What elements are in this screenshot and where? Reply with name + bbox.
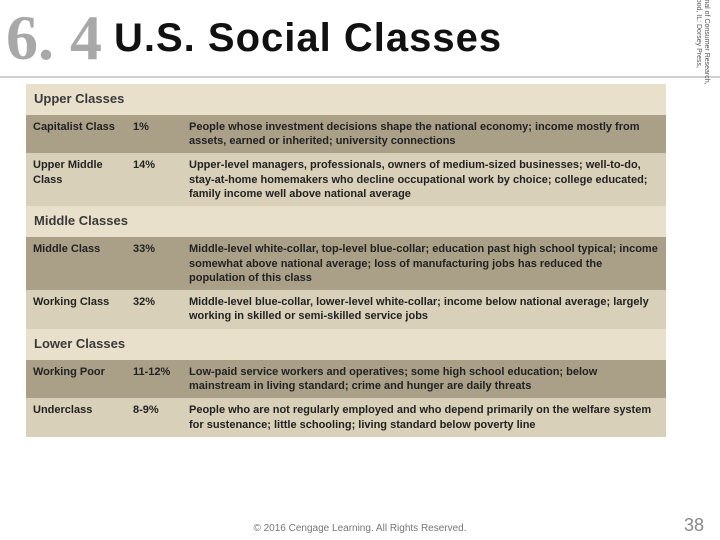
section-label: Lower Classes	[26, 329, 666, 360]
class-desc: Low-paid service workers and operatives;…	[182, 360, 666, 399]
class-desc: Middle-level blue-collar, lower-level wh…	[182, 290, 666, 329]
table-container: Upper Classes Capitalist Class 1% People…	[26, 84, 666, 437]
slide-title: U.S. Social Classes	[114, 16, 502, 61]
row-working: Working Class 32% Middle-level blue-coll…	[26, 290, 666, 329]
class-pct: 8-9%	[126, 398, 182, 437]
class-name: Working Class	[26, 290, 126, 329]
class-pct: 33%	[126, 237, 182, 290]
social-classes-table: Upper Classes Capitalist Class 1% People…	[26, 84, 666, 437]
source-citation: SOURCE: Adapted from Richard P. Coleman,…	[694, 0, 710, 88]
class-name: Underclass	[26, 398, 126, 437]
class-desc: Middle-level white-collar, top-level blu…	[182, 237, 666, 290]
section-label: Upper Classes	[26, 84, 666, 115]
class-name: Capitalist Class	[26, 115, 126, 154]
slide-header: 6. 4 U.S. Social Classes	[0, 0, 720, 78]
class-pct: 1%	[126, 115, 182, 154]
class-pct: 11-12%	[126, 360, 182, 399]
row-capitalist: Capitalist Class 1% People whose investm…	[26, 115, 666, 154]
class-desc: Upper-level managers, professionals, own…	[182, 153, 666, 206]
class-name: Middle Class	[26, 237, 126, 290]
class-pct: 32%	[126, 290, 182, 329]
class-name: Working Poor	[26, 360, 126, 399]
row-middle: Middle Class 33% Middle-level white-coll…	[26, 237, 666, 290]
chapter-number: 6. 4	[0, 6, 114, 70]
class-pct: 14%	[126, 153, 182, 206]
class-name: Upper Middle Class	[26, 153, 126, 206]
copyright-footer: © 2016 Cengage Learning. All Rights Rese…	[0, 523, 720, 534]
section-middle: Middle Classes	[26, 206, 666, 237]
class-desc: People who are not regularly employed an…	[182, 398, 666, 437]
section-upper: Upper Classes	[26, 84, 666, 115]
section-label: Middle Classes	[26, 206, 666, 237]
page-number: 38	[684, 515, 704, 536]
row-working-poor: Working Poor 11-12% Low-paid service wor…	[26, 360, 666, 399]
section-lower: Lower Classes	[26, 329, 666, 360]
class-desc: People whose investment decisions shape …	[182, 115, 666, 154]
row-upper-middle: Upper Middle Class 14% Upper-level manag…	[26, 153, 666, 206]
row-underclass: Underclass 8-9% People who are not regul…	[26, 398, 666, 437]
